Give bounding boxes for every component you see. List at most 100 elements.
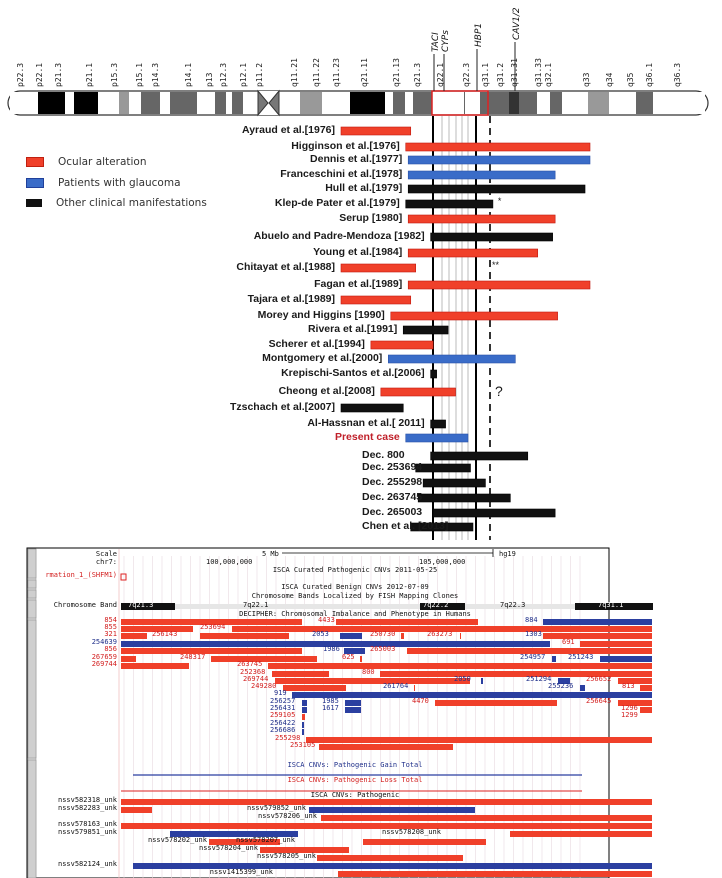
deletion-map [340, 116, 591, 540]
decipher-inline-label: 250730 [370, 630, 396, 638]
case-label: Krepischi-Santos et al.[2006] [281, 367, 425, 379]
nssv-inline-label: nssv578208_unk [381, 828, 441, 836]
chromosome-band [393, 92, 405, 114]
case-bar [407, 184, 586, 194]
case-bar [340, 263, 416, 273]
decipher-inline-label: 263745 [237, 660, 263, 668]
decipher-inline-label: 1985 [322, 697, 339, 705]
decipher-bar [344, 648, 365, 654]
decipher-inline-label: 884 [525, 616, 538, 624]
chromosome-band [65, 92, 74, 114]
chromosome-band [215, 92, 226, 114]
pathogenic-cnv-bar [121, 823, 652, 829]
decipher-title: DECIPHER: Chromosomal Imbalance and Phen… [239, 610, 471, 618]
decipher-inline-label: 256257 [270, 697, 296, 705]
chromosome-band [160, 92, 170, 114]
chromosome-band [480, 92, 489, 114]
custom-track-label: rmation_1_(SHFM1) [45, 571, 117, 579]
chromosome-band [465, 92, 480, 114]
chromosome-band [10, 92, 38, 114]
chromosome-band [385, 92, 393, 114]
decipher-left-label: 254639 [91, 638, 117, 646]
decipher-bar [121, 633, 147, 639]
case-label: Klep-de Pater et al.[1979] [274, 197, 400, 209]
case-label: Dec. 263745 [362, 491, 423, 503]
case-bar [380, 387, 456, 397]
chromosome-band [464, 92, 465, 114]
decipher-bar [481, 678, 483, 684]
nssv-inline-label: nssv578207_unk [235, 836, 295, 844]
case-label: Tajara et al.[1989] [247, 293, 335, 305]
decipher-bar [580, 685, 585, 691]
legend-label: Patients with glaucoma [58, 177, 181, 189]
chromosome-band [413, 92, 432, 114]
decipher-inline-label: 813 [622, 682, 635, 690]
band-7q21-3-label: 7q21.3 [128, 601, 154, 609]
legend-item-glaucoma: Patients with glaucoma [26, 177, 181, 189]
decipher-bar [268, 663, 652, 669]
case-label: Chen et al. [2013] [362, 520, 449, 532]
decipher-inline-label: 261764 [383, 682, 409, 690]
decipher-bar [200, 633, 289, 639]
case-label: Al-Hassnan et al.[ 2011] [307, 417, 425, 429]
case-label: Present case [334, 431, 400, 443]
pathogenic-cnv-bar [260, 847, 349, 853]
case-note: ** [492, 260, 500, 270]
nssv-left-label: nssv582318_unk [57, 796, 117, 804]
chromosome-band [519, 92, 537, 114]
chromosome-band [232, 92, 243, 114]
decipher-inline-label: 256652 [586, 675, 612, 683]
chromosome-band [322, 92, 350, 114]
decipher-bar [345, 707, 361, 713]
case-bar [405, 142, 591, 152]
legend-item-other: Other clinical manifestations [26, 197, 207, 209]
decipher-bar [543, 633, 652, 639]
other-swatch [26, 199, 42, 207]
decipher-bar [407, 648, 652, 654]
case-label: Abuelo and Padre-Mendoza [1982] [253, 230, 425, 242]
decipher-left-label: 269744 [91, 660, 117, 668]
decipher-inline-label: 1296 [621, 704, 638, 712]
decipher-bar [618, 700, 652, 706]
decipher-inline-label: 252368 [240, 668, 266, 676]
decipher-inline-label: 263273 [427, 630, 453, 638]
band-background [175, 604, 580, 609]
nssv-inline-label: nssv578202_unk [147, 836, 207, 844]
chromosome-band [300, 92, 322, 114]
decipher-bar [292, 692, 652, 698]
decipher-inline-label: 4470 [412, 697, 429, 705]
decipher-inline-label: 800 [362, 668, 375, 676]
case-bar [417, 493, 511, 503]
chromosome-band [653, 92, 705, 114]
case-bar [432, 508, 556, 518]
pathogenic-cnv-bar [321, 815, 652, 821]
case-label: Dec. 800 [362, 449, 405, 461]
case-bar [430, 419, 446, 429]
chromosome-band [119, 92, 129, 114]
decipher-inline-label: 256431 [270, 704, 296, 712]
case-label: Higginson et al.[1976] [291, 140, 400, 152]
case-label: Morey and Higgins [1990] [257, 309, 385, 321]
case-bar [407, 280, 591, 290]
legend-item-ocular: Ocular alteration [26, 156, 147, 168]
decipher-inline-label: 265003 [370, 645, 396, 653]
chromosome-band [588, 92, 609, 114]
decipher-inline-label: 269744 [243, 675, 269, 683]
decipher-bar [121, 619, 302, 625]
band-7q22-1-label: 7q22.1 [243, 601, 269, 609]
band-7q31-1 [575, 603, 653, 610]
chromosome-band [243, 92, 258, 114]
decipher-inline-label: 2050 [454, 675, 471, 683]
decipher-bar [121, 656, 136, 662]
case-label: Chitayat et al.[1988] [236, 261, 335, 273]
decipher-inline-label: 255298 [275, 734, 301, 742]
chromosome-band [489, 92, 509, 114]
band-7q22-2-label: 7q22.2 [423, 601, 449, 609]
decipher-bar [232, 626, 652, 632]
case-bar [405, 433, 469, 443]
decipher-inline-label: 256422 [270, 719, 296, 727]
decipher-inline-label: 249280 [251, 682, 277, 690]
pathogenic-cnv-bar [121, 799, 652, 805]
chr-label: chr7: [95, 558, 117, 566]
decipher-inline-label: 256143 [152, 630, 178, 638]
